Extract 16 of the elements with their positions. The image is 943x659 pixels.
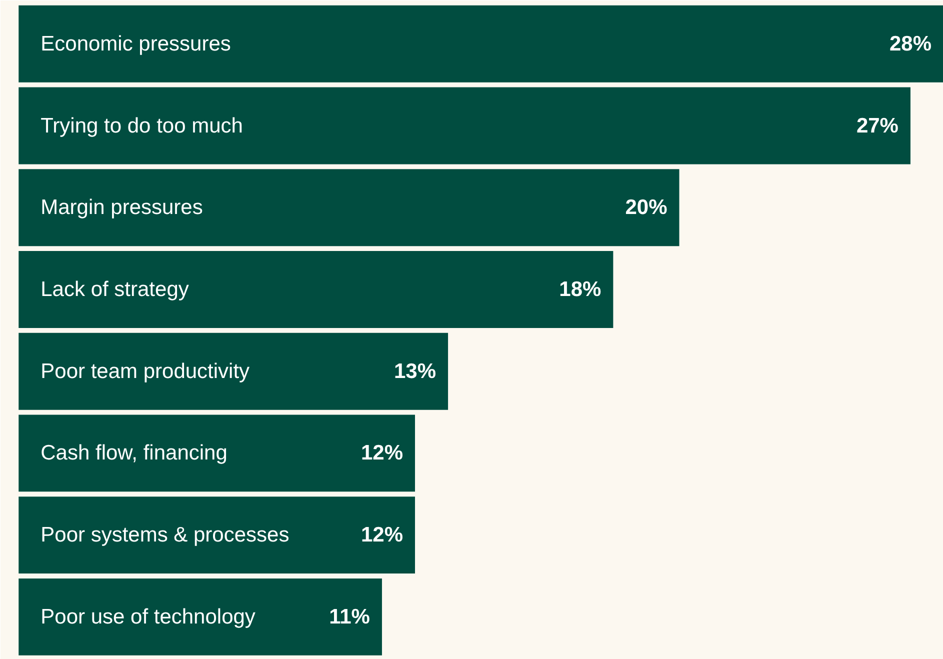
y-tick-label: Margin pressures — [40, 196, 203, 220]
y-tick-label: Trying to do too much — [40, 114, 243, 138]
y-tick-label: Poor use of technology — [40, 605, 256, 628]
data-label: 27% — [856, 114, 899, 138]
y-tick-label: Poor team productivity — [40, 360, 250, 383]
y-tick-label: Poor systems & processes — [40, 524, 290, 547]
data-label: 18% — [559, 278, 602, 301]
data-label: 20% — [625, 196, 668, 220]
data-label: 11% — [329, 605, 370, 628]
data-label: 13% — [394, 360, 436, 383]
y-tick-label: Cash flow, financing — [40, 442, 228, 465]
y-tick-label: Lack of strategy — [40, 278, 190, 301]
y-tick-label: Economic pressures — [40, 32, 231, 56]
data-label: 12% — [360, 524, 404, 547]
data-label: 28% — [889, 32, 932, 56]
data-label: 12% — [360, 442, 404, 465]
